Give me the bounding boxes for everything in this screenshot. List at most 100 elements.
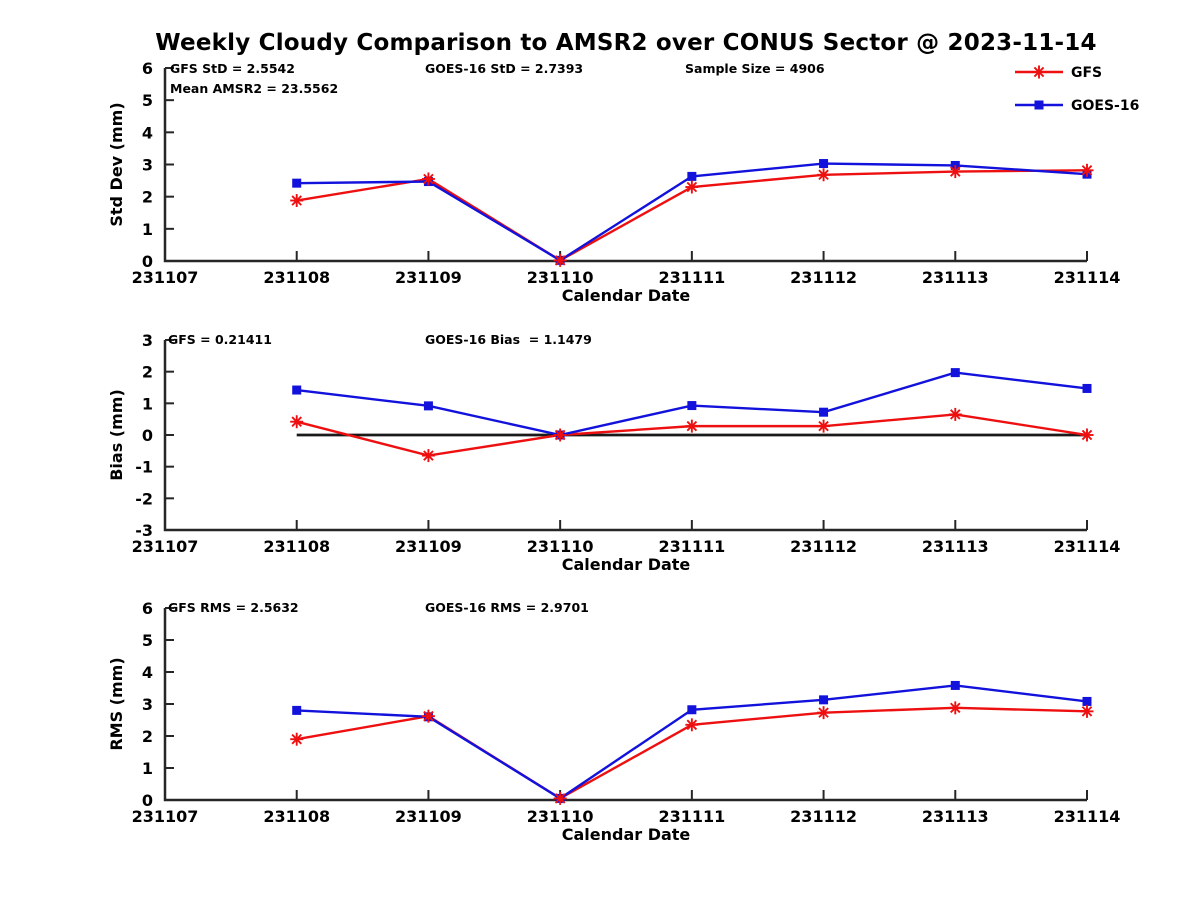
chart-title: Weekly Cloudy Comparison to AMSR2 over C…	[155, 30, 1097, 56]
x-tick-label: 231107	[132, 807, 199, 826]
x-tick-label: 231107	[132, 537, 199, 556]
legend-entry-goes-16: GOES-16	[1015, 98, 1139, 114]
stat-annotation: GOES-16 RMS = 2.9701	[425, 600, 589, 615]
x-tick-label: 231112	[790, 268, 857, 287]
marker-goes-16	[292, 385, 302, 395]
legend-marker-asterisk	[1032, 65, 1046, 79]
marker-gfs	[948, 165, 962, 179]
x-tick-label: 231113	[922, 268, 989, 287]
stat-annotation: Mean AMSR2 = 23.5562	[170, 81, 338, 96]
y-tick-label: 1	[142, 394, 153, 413]
x-tick-label: 231107	[132, 268, 199, 287]
y-tick-label: -1	[135, 458, 153, 477]
y-tick-label: 3	[142, 331, 153, 350]
y-tick-label: 6	[142, 599, 153, 618]
series-line-goes-16	[296, 684, 1088, 800]
y-tick-label: 1	[142, 759, 153, 778]
y-tick-label: 2	[142, 188, 153, 207]
marker-goes-16	[1082, 696, 1092, 706]
x-tick-label: 231109	[395, 807, 462, 826]
marker-gfs	[685, 419, 699, 433]
y-tick-label: 6	[142, 59, 153, 78]
y-tick-label: 3	[142, 695, 153, 714]
marker-gfs	[817, 706, 831, 720]
marker-gfs	[553, 253, 567, 267]
subplot-rms: 0 1 2 3 4 5 6 231107 231108 231109 231110 231111 231…	[107, 599, 1120, 844]
legend-label: GFS	[1071, 65, 1102, 81]
marker-gfs	[421, 449, 435, 463]
marker-gfs	[290, 732, 304, 746]
marker-gfs	[1080, 163, 1094, 177]
marker-goes-16	[819, 695, 829, 705]
axis-spines	[163, 608, 1087, 802]
y-tick-label: 0	[142, 426, 153, 445]
marker-goes-16	[687, 705, 697, 715]
marker-gfs	[948, 701, 962, 715]
y-tick-label: 0	[142, 252, 153, 271]
marker-goes-16	[292, 178, 302, 188]
legend: GFS GOES-16	[1015, 65, 1139, 114]
marker-gfs	[817, 419, 831, 433]
x-tick-label: 231111	[658, 537, 725, 556]
y-tick-label: 0	[142, 791, 153, 810]
marker-gfs	[685, 180, 699, 194]
x-tick-label: 231109	[395, 268, 462, 287]
marker-gfs	[1080, 428, 1094, 442]
marker-gfs	[1080, 704, 1094, 718]
marker-goes-16	[687, 171, 697, 181]
x-tick-label: 231109	[395, 537, 462, 556]
marker-goes-16	[292, 705, 302, 715]
x-tick-label: 231111	[658, 807, 725, 826]
subplot-stddev: 0 1 2 3 4 5 6 231107 231108 231109 231110 231111 231…	[107, 59, 1120, 305]
marker-goes-16	[950, 680, 960, 690]
stat-annotation: GFS RMS = 2.5632	[168, 600, 299, 615]
stat-annotation: GFS StD = 2.5542	[170, 61, 295, 76]
x-tick-label: 231112	[790, 537, 857, 556]
x-tick-label: 231111	[658, 268, 725, 287]
legend-label: GOES-16	[1071, 98, 1139, 114]
x-tick-label: 231110	[527, 807, 594, 826]
x-tick-label: 231114	[1054, 807, 1121, 826]
y-tick-label: -3	[135, 521, 153, 540]
stat-annotation: GFS = 0.21411	[168, 332, 272, 347]
y-tick-label: 2	[142, 363, 153, 382]
subplot-bias: -3 -2 -1 0 1 2 3 231107 231108 231109 231110 231111…	[107, 331, 1120, 574]
legend-marker-square	[1034, 100, 1044, 110]
x-tick-label: 231110	[527, 537, 594, 556]
x-tick-label: 231113	[922, 807, 989, 826]
y-tick-label: 4	[142, 123, 153, 142]
x-axis-label: Calendar Date	[562, 555, 691, 574]
marker-gfs	[421, 709, 435, 723]
stat-annotation: GOES-16 Bias = 1.1479	[425, 332, 592, 347]
x-tick-label: 231114	[1054, 537, 1121, 556]
y-tick-label: 1	[142, 220, 153, 239]
marker-goes-16	[423, 401, 433, 411]
x-tick-label: 231108	[263, 537, 330, 556]
y-tick-label: -2	[135, 489, 153, 508]
marker-goes-16	[950, 368, 960, 378]
marker-gfs	[553, 428, 567, 442]
marker-gfs	[421, 172, 435, 186]
marker-goes-16	[819, 159, 829, 169]
x-axis-label: Calendar Date	[562, 286, 691, 305]
y-tick-label: 5	[142, 631, 153, 650]
x-tick-label: 231108	[263, 807, 330, 826]
legend-entry-gfs: GFS	[1015, 65, 1102, 81]
x-tick-label: 231112	[790, 807, 857, 826]
y-axis-label: Std Dev (mm)	[107, 102, 126, 226]
marker-goes-16	[819, 407, 829, 417]
marker-gfs	[290, 194, 304, 208]
y-tick-label: 5	[142, 91, 153, 110]
stat-annotation: Sample Size = 4906	[685, 61, 825, 76]
marker-gfs	[553, 791, 567, 805]
marker-goes-16	[1082, 383, 1092, 393]
x-tick-label: 231114	[1054, 268, 1121, 287]
x-axis-label: Calendar Date	[562, 825, 691, 844]
y-tick-label: 4	[142, 663, 153, 682]
stat-annotation: GOES-16 StD = 2.7393	[425, 61, 583, 76]
marker-goes-16	[687, 401, 697, 411]
x-tick-label: 231108	[263, 268, 330, 287]
y-axis-label: RMS (mm)	[107, 657, 126, 750]
